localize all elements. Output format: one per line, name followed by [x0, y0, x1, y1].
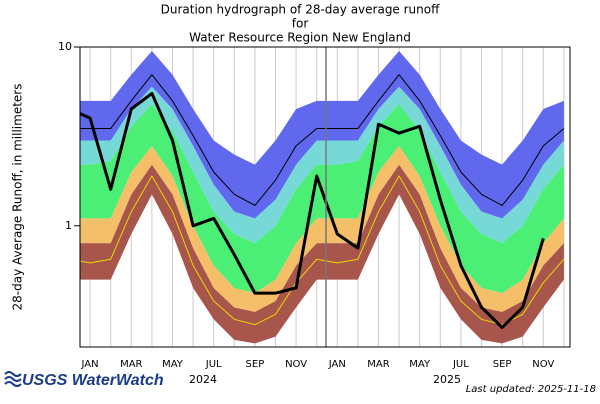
plot-frame [79, 46, 571, 348]
x-tick-label: NOV [285, 359, 307, 370]
chart-title: Water Resource Region New England [189, 31, 411, 45]
logo-text: USGS WaterWatch [22, 372, 164, 389]
year-label: 2024 [189, 373, 217, 386]
x-tick-label: MAY [409, 359, 431, 370]
percentile-band [80, 145, 564, 312]
plot-area [80, 47, 565, 347]
last-updated: Last updated: 2025-11-18 [466, 384, 596, 395]
y-axis-label: 28-day Average Runoff, in millimeters [11, 84, 25, 311]
percentile-band [80, 164, 564, 344]
runoff-line [80, 74, 565, 206]
x-tick-label: JUL [452, 359, 469, 370]
runoff-line [80, 175, 565, 326]
percentile-band [80, 50, 564, 219]
x-tick-label: SEP [493, 359, 512, 370]
chart-title: Duration hydrograph of 28-day average ru… [161, 3, 441, 17]
x-tick-label: MAR [367, 359, 389, 370]
chart-title: for [292, 17, 309, 31]
x-tick-label: MAY [162, 359, 184, 370]
year-label: 2025 [433, 373, 461, 386]
percentile-band [80, 86, 564, 244]
x-tick-label: MAR [120, 359, 142, 370]
logo: USGS WaterWatch [4, 371, 164, 389]
y-tick-label: 1 [65, 219, 72, 232]
y-tick-label: 10 [58, 40, 72, 53]
x-tick-label: JAN [81, 359, 99, 370]
x-tick-label: SEP [246, 359, 265, 370]
x-tick-label: JUL [205, 359, 222, 370]
runoff-line [80, 91, 545, 329]
logo-icon [4, 371, 22, 387]
percentile-band [80, 103, 564, 294]
x-tick-label: NOV [532, 359, 554, 370]
x-tick-label: JAN [328, 359, 346, 370]
